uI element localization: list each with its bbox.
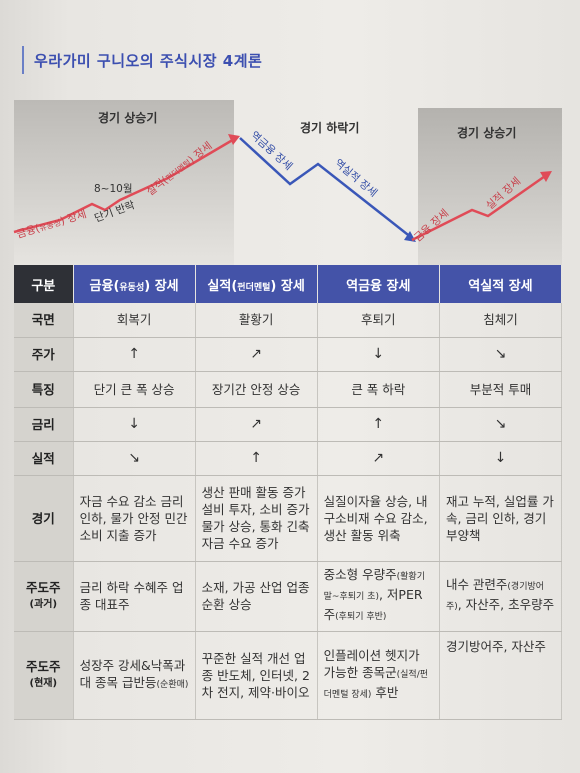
rising-curve-1	[13, 136, 237, 234]
header-finance-sub: 유동성	[119, 282, 145, 293]
market-cycle-diagram: 경기 상승기 경기 하락기 경기 상승기 금융(유동성) 장세 8~10월 단기…	[0, 92, 580, 267]
header-reverse-earnings: 역실적 장세	[439, 265, 563, 303]
table-cell: 성장주 강세&낙폭과대 종목 급반등(순환매)	[73, 631, 196, 720]
table-row: 금리 ↓ ↗ ↑ ↘	[14, 407, 563, 442]
table-cell: 꾸준한 실적 개선 업종 반도체, 인터넷, 2차 전지, 제약·바이오	[195, 631, 318, 720]
table-cell: 단기 큰 폭 상승	[73, 371, 196, 408]
cycle-svg: 경기 상승기 경기 하락기 경기 상승기 금융(유동성) 장세 8~10월 단기…	[13, 100, 562, 266]
stage-label-up-2: 경기 상승기	[457, 125, 516, 140]
table-row: 특징 단기 큰 폭 상승 장기간 안정 상승 큰 폭 하락 부분적 투매	[14, 371, 563, 408]
table-row: 주도주 (과거) 금리 하락 수혜주 업종 대표주 소재, 가공 산업 업종 순…	[14, 561, 563, 632]
row-header-earnings: 실적	[14, 441, 74, 476]
table-cell: 장기간 안정 상승	[195, 371, 318, 408]
cell-main: 내수 관련주	[445, 577, 508, 592]
header-earnings-suffix: ) 장세	[270, 278, 305, 294]
header-reverse-finance: 역금융 장세	[317, 265, 440, 303]
table-cell: 실질이자율 상승, 내구소비재 수요 감소, 생산 활동 위축	[317, 475, 440, 562]
label-time-note: 8~10월	[94, 183, 133, 195]
row-header-rate: 금리	[14, 407, 74, 442]
title-bar: 우라가미 구니오의 주식시장 4계론	[22, 46, 262, 74]
rising-arrowhead-1	[228, 134, 240, 145]
cell-main: 중소형 우량주	[323, 567, 397, 582]
table-cell: ↘	[439, 337, 563, 372]
cell-sub: (경기방어주)	[445, 582, 545, 612]
falling-curve	[239, 137, 413, 239]
table-cell: ↗	[195, 407, 318, 442]
row-header-lead-now: 주도주 (현재)	[14, 631, 74, 720]
table-row: 실적 ↘ ↑ ↗ ↓	[14, 441, 563, 476]
stage-label-down: 경기 하락기	[300, 120, 359, 135]
table-row: 국면 회복기 활황기 후퇴기 침체기	[14, 303, 563, 338]
table-cell: 생산 판매 활동 증가 설비 투자, 소비 증가 물가 상승, 통화 긴축 자금…	[195, 475, 318, 562]
table-cell: 경기방어주, 자산주	[439, 631, 563, 720]
table-cell: 침체기	[439, 303, 563, 338]
cell-sub: (활황기 말~후퇴기 초)	[323, 572, 425, 602]
table-cell: ↑	[317, 407, 440, 442]
row-header-lead-past: 주도주 (과거)	[14, 561, 74, 632]
table-cell: ↘	[73, 441, 196, 476]
table-cell: 내수 관련주(경기방어주), 자산주, 초우량주	[439, 561, 563, 632]
table-cell: 인플레이션 헷지가 가능한 종목군(실적/펀더멘털 장세) 후반	[317, 631, 440, 720]
table-cell: 자금 수요 감소 금리 인하, 물가 안정 민간 소비 지출 증가	[73, 475, 196, 562]
cell-main: 경기방어주, 자산주	[445, 638, 546, 654]
table-cell: ↘	[439, 407, 563, 442]
header-finance: 금융(유동성) 장세	[73, 265, 196, 303]
header-finance-text: 금융(	[89, 278, 120, 294]
table-cell: ↓	[439, 441, 563, 476]
table-cell: 회복기	[73, 303, 196, 338]
table-cell: ↑	[73, 337, 196, 372]
cell-main-2: 후반	[371, 684, 399, 700]
table-cell: ↗	[317, 441, 440, 476]
table-cell: ↑	[195, 441, 318, 476]
row-header-lead-now-label: 주도주	[26, 659, 61, 674]
table-cell: 금리 하락 수혜주 업종 대표주	[73, 561, 196, 632]
stage-label-up-1: 경기 상승기	[98, 110, 157, 125]
row-header-lead-past-label: 주도주	[26, 580, 61, 595]
table-cell: 부분적 투매	[439, 371, 563, 408]
rising-curve-2	[411, 172, 549, 242]
table-cell: ↓	[73, 407, 196, 442]
cell-sub-2: (후퇴기 후반)	[335, 612, 387, 622]
cell-main: 소재, 가공 산업 업종 순환 상승	[201, 580, 310, 612]
upswing-panel-2	[418, 108, 562, 266]
table-row: 주가 ↑ ↗ ↓ ↘	[14, 337, 563, 372]
cell-sub: (순환매)	[156, 679, 189, 690]
rising-arrowhead-2	[540, 171, 552, 182]
market-cycle-table: 구분 금융(유동성) 장세 실적(펀더멘털) 장세 역금융 장세 역실적 장세 …	[14, 265, 563, 720]
cell-main-2: , 저PER주	[323, 587, 423, 622]
row-header-lead-now-sub: (현재)	[29, 678, 58, 689]
header-category: 구분	[14, 265, 74, 303]
table-cell: 중소형 우량주(활황기 말~후퇴기 초), 저PER주(후퇴기 후반)	[317, 561, 440, 632]
table-row: 경기 자금 수요 감소 금리 인하, 물가 안정 민간 소비 지출 증가 생산 …	[14, 475, 563, 562]
table-cell: 재고 누적, 실업률 가속, 금리 인하, 경기 부양책	[439, 475, 563, 562]
cell-main-2: , 자산주, 초우량주	[457, 597, 555, 612]
row-header-feature: 특징	[14, 371, 74, 408]
cell-main: 성장주 강세&낙폭과대 종목 급반등	[79, 657, 186, 690]
header-row: 구분 금융(유동성) 장세 실적(펀더멘털) 장세 역금융 장세 역실적 장세	[14, 265, 563, 303]
table-cell: 소재, 가공 산업 업종 순환 상승	[195, 561, 318, 632]
table-cell: 후퇴기	[317, 303, 440, 338]
cell-main: 금리 하락 수혜주 업종 대표주	[79, 580, 184, 612]
header-earnings-text: 실적(	[207, 278, 238, 294]
header-finance-suffix: ) 장세	[144, 278, 179, 294]
header-earnings: 실적(펀더멘털) 장세	[195, 265, 318, 303]
cell-main: 인플레이션 헷지가 가능한 종목군	[323, 647, 420, 680]
row-header-economy: 경기	[14, 475, 74, 562]
page-title: 우라가미 구니오의 주식시장 4계론	[34, 51, 263, 70]
table-row: 주도주 (현재) 성장주 강세&낙폭과대 종목 급반등(순환매) 꾸준한 실적 …	[14, 631, 563, 720]
upswing-panel	[14, 100, 234, 266]
table-cell: 큰 폭 하락	[317, 371, 440, 408]
table-cell: 활황기	[195, 303, 318, 338]
table-cell: ↗	[195, 337, 318, 372]
table-cell: ↓	[317, 337, 440, 372]
row-header-price: 주가	[14, 337, 74, 372]
row-header-lead-past-sub: (과거)	[29, 599, 58, 610]
row-header-phase: 국면	[14, 303, 74, 338]
cell-main: 꾸준한 실적 개선 업종 반도체, 인터넷, 2차 전지, 제약·바이오	[201, 650, 310, 700]
cell-sub: (실적/펀더멘털 장세)	[323, 669, 429, 700]
header-earnings-sub: 펀더멘털	[237, 282, 271, 293]
